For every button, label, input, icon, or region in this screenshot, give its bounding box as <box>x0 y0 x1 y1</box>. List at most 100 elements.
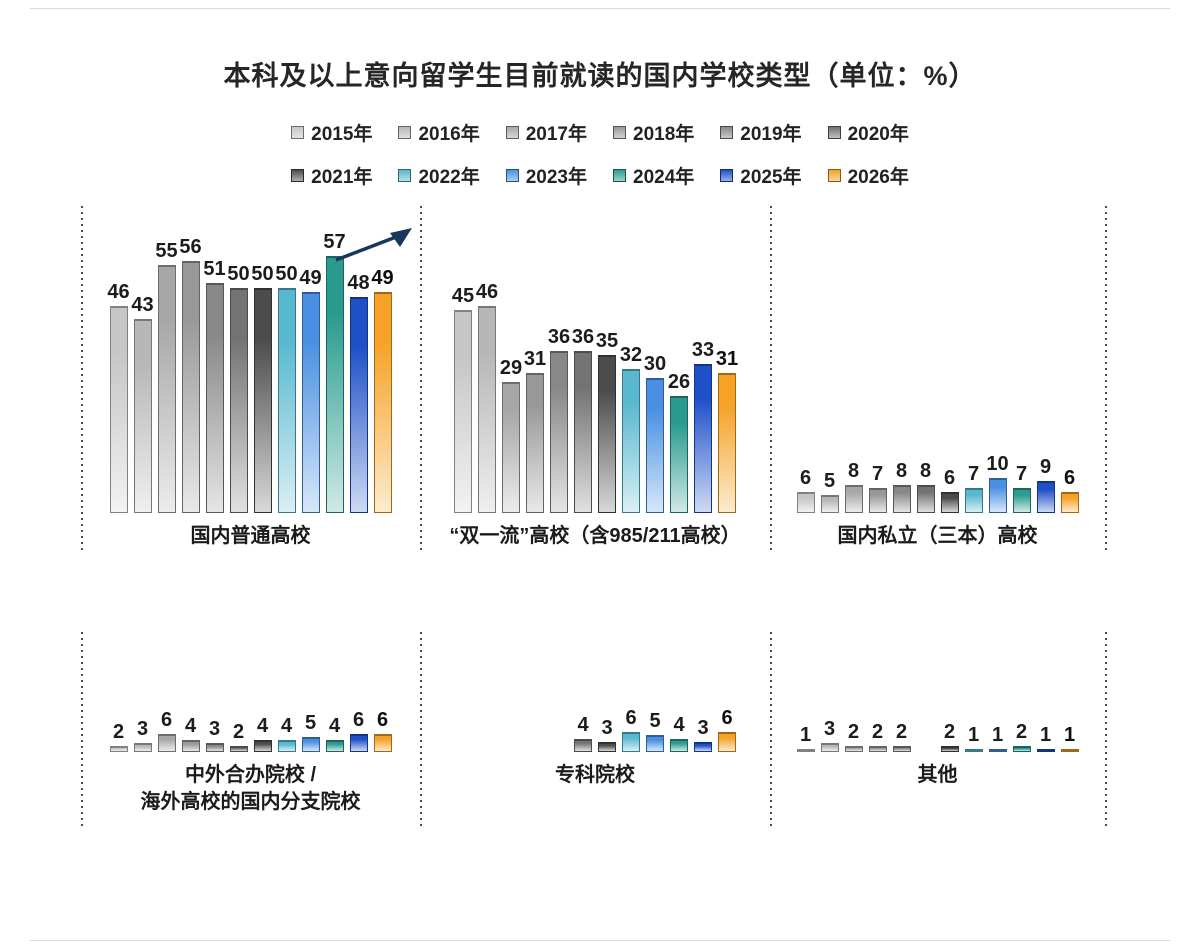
bar <box>892 746 911 752</box>
bar <box>526 373 544 513</box>
legend-swatch-icon <box>827 126 841 139</box>
legend-item-2023年: 2023年 <box>505 162 587 189</box>
bar-value-label: 49 <box>299 267 322 289</box>
dotted-divider <box>81 632 83 826</box>
bar-slot-2020年: 8 <box>916 460 935 513</box>
bar-slot-2026年: 6 <box>1060 467 1079 513</box>
bar <box>1012 488 1031 513</box>
bar <box>868 746 887 752</box>
bar <box>892 485 911 513</box>
bar-value-label: 50 <box>251 263 274 285</box>
bar-value-label: 1 <box>1039 724 1052 746</box>
bar-slot-2018年: 2 <box>868 722 887 752</box>
bar-slot-2017年: 55 <box>155 241 178 513</box>
bar <box>622 369 640 513</box>
bar-slot-2015年: 45 <box>451 285 475 513</box>
bar-slot-2025年: 6 <box>349 710 368 752</box>
bar-value-label: 1 <box>1063 724 1076 746</box>
bar-slot-2017年: 2 <box>844 722 863 752</box>
bar <box>109 306 128 513</box>
legend-label: 2021年 <box>311 167 373 188</box>
bar-value-label: 6 <box>721 707 733 729</box>
panel-caption: 国内普通高校 <box>81 523 420 550</box>
bar <box>1060 749 1079 752</box>
bar <box>844 485 863 513</box>
bar-value-label: 1 <box>967 724 980 746</box>
bar-value-label: 50 <box>227 263 250 285</box>
trend-up-arrow-icon <box>335 228 412 262</box>
bar <box>550 351 568 513</box>
dotted-divider <box>770 206 772 554</box>
bar-slot-2026年: 31 <box>716 349 738 513</box>
bar <box>253 740 272 752</box>
bar-slot-2021年: 4 <box>253 716 272 752</box>
panel-caption-line: 中外合办院校 / <box>184 764 317 786</box>
bar <box>277 288 296 513</box>
bar-value-label: 6 <box>1063 467 1076 489</box>
bar-value-label: 10 <box>986 453 1009 475</box>
dotted-divider <box>81 206 83 554</box>
bar-slot-2025年: 1 <box>1036 724 1055 752</box>
bar-slot-2022年: 4 <box>277 715 296 752</box>
bar-slot-2021年: 2 <box>940 722 959 752</box>
bar-slot-2026年: 49 <box>371 268 394 513</box>
bar-value-label: 57 <box>323 231 346 253</box>
bar-slot-2019年: 2 <box>892 722 911 752</box>
bottom-edge-line <box>30 940 1170 941</box>
legend-swatch-icon <box>398 169 412 182</box>
bar-value-label: 4 <box>184 715 197 737</box>
bar-slot-2017年: 6 <box>157 710 176 752</box>
legend-label: 2023年 <box>525 167 587 188</box>
bar-slot-2018年: 56 <box>179 237 202 513</box>
bar <box>133 319 152 513</box>
legend-swatch-icon <box>720 126 734 139</box>
bar-value-label: 1 <box>991 724 1004 746</box>
bar-slot-2021年: 35 <box>595 330 619 513</box>
panel-caption-line: 国内私立（三本）高校 <box>837 525 1038 547</box>
bar <box>940 492 959 513</box>
bar-value-label: 4 <box>280 715 293 737</box>
panel-caption: 专科院校 <box>420 762 770 789</box>
bar <box>646 735 664 752</box>
bar-value-label: 45 <box>451 285 475 307</box>
bar-value-label: 3 <box>697 717 709 739</box>
bar-value-label: 48 <box>347 272 370 294</box>
bar-slot-2024年: 26 <box>668 372 690 513</box>
bar-value-label: 2 <box>112 721 125 743</box>
bar-slot-2017年: 29 <box>500 358 522 513</box>
legend-label: 2019年 <box>740 124 802 145</box>
bar <box>1036 481 1055 513</box>
page-title: 本科及以上意向留学生目前就读的国内学校类型（单位：%） <box>223 61 977 91</box>
legend-item-2025年: 2025年 <box>720 162 802 189</box>
bar-value-label: 30 <box>643 353 667 375</box>
bar <box>349 297 368 513</box>
bar-value-label: 3 <box>208 718 221 740</box>
bar-value-label: 43 <box>131 294 154 316</box>
bar-slot-2021年: 6 <box>940 468 959 513</box>
bar-value-label: 46 <box>107 281 130 303</box>
bar-slot-2022年: 32 <box>620 345 642 513</box>
bar-slot-2022年: 7 <box>964 464 983 513</box>
bar <box>598 355 616 513</box>
dotted-divider <box>1105 632 1107 826</box>
panel-caption-line: 海外高校的国内分支院校 <box>140 791 361 813</box>
bar-value-label: 35 <box>595 330 619 352</box>
bar <box>373 734 392 752</box>
legend: 2015年 2016年 2017年 2018年 2019年 2020年 2021年 2022年… <box>0 119 1200 189</box>
bar-slot-2022年: 1 <box>964 724 983 752</box>
bar-value-label: 6 <box>625 707 637 729</box>
legend-swatch-icon <box>505 169 519 182</box>
bar-value-label: 8 <box>919 460 932 482</box>
bar <box>694 364 712 513</box>
bar <box>1060 492 1079 513</box>
bar-value-label: 8 <box>895 460 908 482</box>
bar <box>694 742 712 752</box>
panel-caption: 国内私立（三本）高校 <box>770 523 1105 550</box>
bar-slot-2026年: 6 <box>718 708 736 752</box>
legend-item-2017年: 2017年 <box>505 119 587 146</box>
panel-caption-line: 其他 <box>917 764 958 786</box>
top-edge-line <box>30 8 1170 9</box>
bar <box>205 283 224 513</box>
bar <box>133 743 152 752</box>
bar-slot-2016年: 3 <box>133 719 152 752</box>
